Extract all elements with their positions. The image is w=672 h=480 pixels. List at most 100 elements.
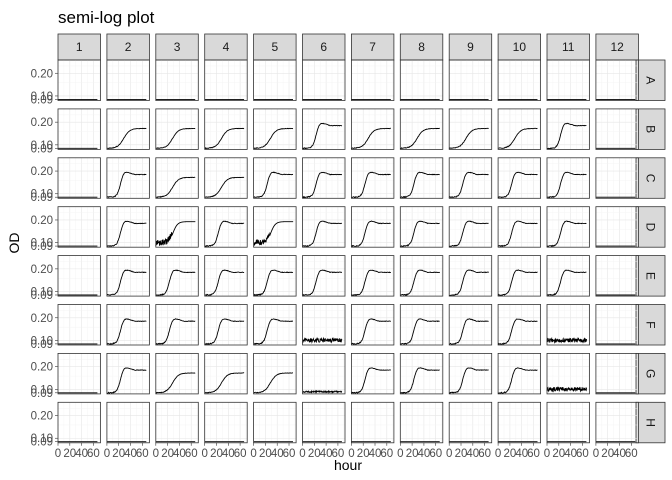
panel-border [595,352,639,395]
x-tick-label: 60 [136,448,149,460]
y-tick-label: 0.20 [31,166,53,178]
panel-border [253,304,297,346]
well-curve-D7 [351,220,391,248]
well-curve-C7 [351,171,391,199]
x-tick-label: 40 [515,448,528,460]
panel-border [253,255,297,297]
y-tick-label: 0.10 [31,140,53,152]
row-strip-label: G [644,369,658,378]
column-strip-label: 6 [320,40,327,54]
panel-border [350,304,395,346]
row-strip-label: H [644,418,658,427]
row-strip [635,206,666,248]
y-axis-title: OD [6,233,22,254]
panel-border [204,304,248,346]
panel-border [155,255,199,297]
panel-border [155,206,199,248]
well-curve-E5 [253,269,294,297]
well-curve-D2 [106,220,147,248]
panel-border [399,255,444,297]
row-strip [635,304,666,346]
column-strip [595,33,639,61]
panel-border [546,304,590,346]
well-curve-D9 [449,220,489,248]
panel-border [448,304,493,346]
well-curve-C4 [204,176,245,198]
y-tick-label: 0.09 [31,143,53,155]
y-tick-label: 0.09 [31,241,53,253]
panel-border [204,59,248,101]
x-tick-label: 20 [601,448,614,460]
well-curve-F11 [546,336,587,344]
panel-border [106,401,150,444]
well-curve-G7 [350,367,392,394]
panel-border [497,108,542,150]
panel-border [253,206,297,248]
column-strip-label: 10 [513,40,527,54]
panel-border [106,255,150,297]
x-tick-label: 40 [320,448,333,460]
panel-border [399,304,444,346]
x-tick-label: 0 [446,448,452,460]
panel-border [57,108,101,150]
row-strip-label: E [644,272,658,280]
x-tick-label: 20 [63,448,76,460]
panel-border [155,59,199,101]
well-curve-D5 [253,221,294,247]
well-curve-B3 [155,127,196,150]
y-tick-label: 0.10 [31,189,53,201]
y-tick-label: 0.20 [31,215,53,227]
panel-border [497,401,542,444]
well-curve-B8 [400,127,440,150]
column-strip-label: 3 [174,40,181,54]
row-strip [635,255,666,297]
panel-border [253,59,297,101]
panel-border [204,401,248,444]
panel-border [595,255,639,297]
well-curve-C11 [546,171,587,199]
well-curve-B2 [106,127,147,149]
panel-border [155,304,199,346]
column-strip-label: 5 [272,40,279,54]
well-curve-G2 [106,367,147,394]
panel-border [155,108,199,150]
y-tick-label: 0.09 [31,290,53,302]
well-curve-E7 [351,269,392,297]
x-tick-label: 60 [332,448,345,460]
panel-border [57,304,101,346]
column-strip [448,33,493,61]
panel-border [57,352,101,395]
x-tick-label: 40 [75,448,88,460]
x-tick-label: 60 [625,448,638,460]
panel-border [399,401,444,444]
column-strip [350,33,395,61]
x-tick-label: 60 [185,448,198,460]
panel-border [595,401,639,444]
row-strip-label: A [644,76,658,84]
well-curve-C9 [448,171,489,199]
panel-border [57,255,101,297]
panel-border [302,206,346,248]
panel-border [448,108,493,150]
panel-border [448,352,493,395]
x-tick-label: 20 [161,448,174,460]
well-curve-E3 [155,269,196,296]
column-strip-label: 12 [610,40,624,54]
panel-border [595,108,639,150]
panel-border [253,108,297,150]
x-tick-label: 0 [153,448,159,460]
well-curve-E2 [106,269,147,296]
panel-border [546,108,590,150]
y-tick-label: 0.09 [31,339,53,351]
panel-border [57,157,101,199]
well-curve-C6 [302,171,343,199]
panel-border [204,255,248,297]
well-curve-G3 [155,372,196,394]
panel-border [497,157,542,199]
x-tick-label: 20 [504,448,517,460]
panel-border [546,59,590,101]
panel-border [106,304,150,346]
well-curve-E6 [302,269,343,297]
x-tick-label: 20 [552,448,565,460]
x-tick-label: 40 [369,448,382,460]
